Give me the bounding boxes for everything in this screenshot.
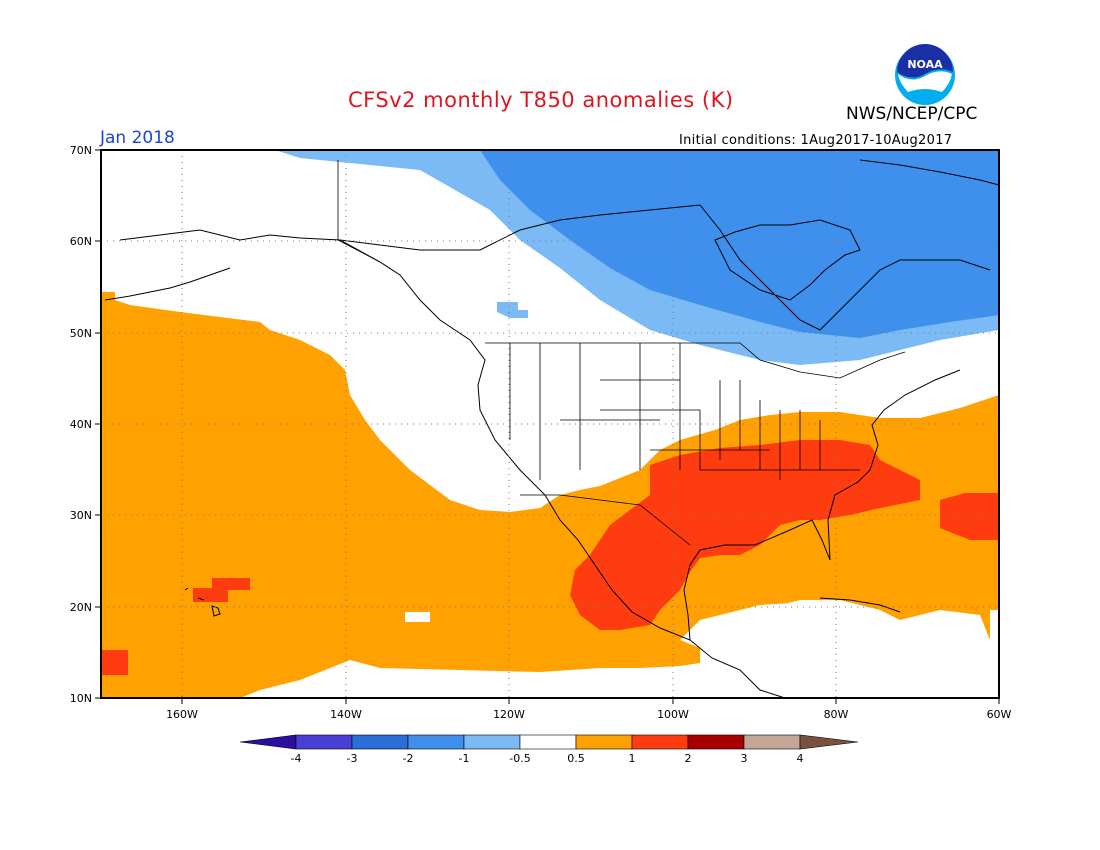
colorbar-label: 4 <box>797 752 804 765</box>
anomaly-field <box>101 150 999 698</box>
colorbar-label: 3 <box>741 752 748 765</box>
colorbar-swatch <box>631 734 689 750</box>
lon-label: 120W <box>493 708 525 721</box>
noaa-logo-text: NOAA <box>907 58 943 71</box>
colorbar-label: -3 <box>347 752 358 765</box>
warm-region-pacific <box>101 292 999 698</box>
colorbar-arrow-high <box>799 734 859 750</box>
colorbar-label: 1 <box>629 752 636 765</box>
colorbar: -4 -3 -2 -1 -0.5 0.5 1 2 3 4 <box>239 734 859 765</box>
valid-month-label: Jan 2018 <box>100 128 175 148</box>
lon-label: 80W <box>824 708 849 721</box>
political-borders <box>337 160 906 546</box>
colorbar-label: -1 <box>459 752 470 765</box>
colorbar-swatch <box>575 734 633 750</box>
gridlines <box>101 150 999 698</box>
latitude-labels: 70N 60N 50N 40N 30N 20N 10N <box>70 144 92 705</box>
agency-label: NWS/NCEP/CPC <box>846 104 978 124</box>
lat-label: 30N <box>70 509 92 522</box>
warm-region-far-pacific <box>101 650 128 675</box>
colorbar-swatch <box>463 734 521 750</box>
cuba-coastline <box>819 597 901 613</box>
noaa-logo-icon: NOAA <box>895 44 955 105</box>
colorbar-swatch <box>295 734 353 750</box>
us-canada-border <box>485 342 906 379</box>
coastlines <box>104 159 999 698</box>
state-lines <box>509 343 860 480</box>
longitude-labels: 160W 140W 120W 100W 80W 60W <box>166 708 1011 721</box>
colorbar-arrow-low <box>239 734 297 750</box>
axis-ticks <box>95 149 1000 704</box>
colorbar-label: 0.5 <box>567 752 585 765</box>
colorbar-label: -4 <box>291 752 302 765</box>
neutral-spot-gulf <box>700 600 990 698</box>
initial-conditions-label: Initial conditions: 1Aug2017-10Aug2017 <box>679 133 953 148</box>
colorbar-label: -0.5 <box>509 752 530 765</box>
map-title: CFSv2 monthly T850 anomalies (K) <box>348 88 734 112</box>
neutral-spot-pacific <box>405 612 430 622</box>
lat-label: 70N <box>70 144 92 157</box>
cold-region-medium <box>480 150 999 338</box>
gulf-coastline <box>683 369 961 641</box>
warm-region-hawaii <box>193 578 250 602</box>
lat-label: 10N <box>70 692 92 705</box>
alaska-canada-border <box>337 160 381 263</box>
colorbar-swatch <box>687 734 745 750</box>
us-mexico-border <box>520 494 691 546</box>
lat-label: 50N <box>70 327 92 340</box>
lon-label: 60W <box>987 708 1012 721</box>
colorbar-swatch <box>519 734 577 750</box>
north-america-coastline <box>119 229 786 698</box>
canada-arctic-coastline <box>339 204 991 331</box>
colorbar-swatch <box>743 734 801 750</box>
lat-label: 40N <box>70 418 92 431</box>
colorbar-swatch <box>407 734 465 750</box>
colorbar-label: -2 <box>403 752 414 765</box>
lat-label: 60N <box>70 235 92 248</box>
warm-region-atlantic <box>940 493 999 540</box>
lon-label: 100W <box>657 708 689 721</box>
cold-region-light-spot <box>497 302 528 318</box>
alaska-islands <box>104 267 231 301</box>
greenland-coastline <box>859 159 999 186</box>
lon-label: 160W <box>166 708 198 721</box>
colorbar-label: 2 <box>685 752 692 765</box>
colorbar-swatch <box>351 734 409 750</box>
warm-region-southeast <box>570 440 920 630</box>
lon-label: 140W <box>330 708 362 721</box>
lat-label: 20N <box>70 601 92 614</box>
hudson-bay-coastline <box>714 219 861 301</box>
